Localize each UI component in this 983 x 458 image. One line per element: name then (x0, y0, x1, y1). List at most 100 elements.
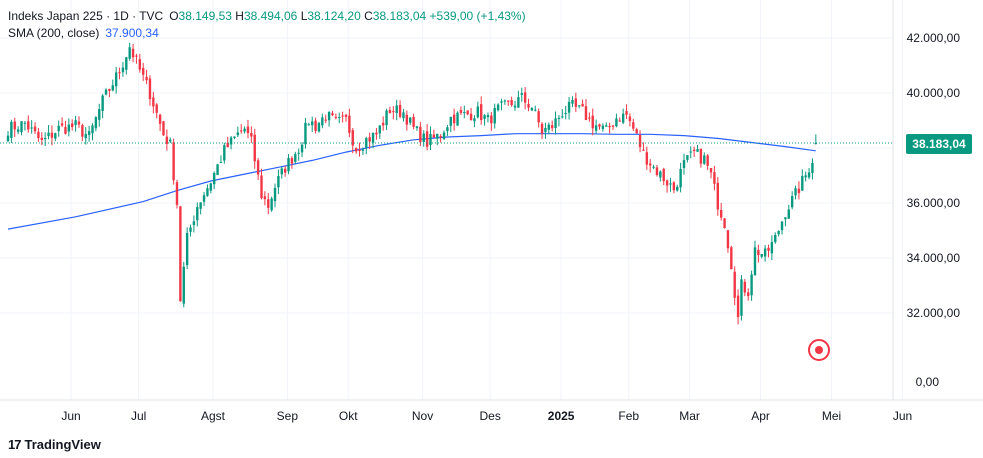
candle-body[interactable] (790, 196, 794, 208)
candle-body[interactable] (189, 227, 192, 232)
candle-body[interactable] (463, 112, 466, 114)
candle-body[interactable] (774, 234, 777, 243)
candle-body[interactable] (567, 101, 571, 113)
candle-body[interactable] (419, 126, 422, 143)
candle-body[interactable] (807, 172, 811, 178)
candle-body[interactable] (432, 134, 436, 138)
candle-body[interactable] (338, 117, 341, 119)
candle-body[interactable] (544, 127, 547, 133)
candle-body[interactable] (814, 142, 818, 144)
candle-body[interactable] (223, 145, 226, 161)
candle-body[interactable] (415, 126, 419, 129)
candle-body[interactable] (388, 110, 392, 114)
candle-body[interactable] (192, 221, 196, 225)
candle-body[interactable] (591, 115, 594, 129)
candle-body[interactable] (27, 121, 30, 130)
candle-body[interactable] (277, 176, 280, 188)
candle-body[interactable] (98, 109, 101, 120)
candle-body[interactable] (706, 155, 709, 166)
candle-body[interactable] (158, 114, 162, 124)
candle-body[interactable] (503, 100, 507, 102)
candle-body[interactable] (794, 188, 797, 196)
candle-body[interactable] (280, 168, 283, 175)
candle-body[interactable] (473, 118, 476, 122)
candle-body[interactable] (64, 126, 67, 134)
candle-body[interactable] (331, 113, 334, 116)
candle-body[interactable] (784, 217, 787, 220)
candle-body[interactable] (611, 125, 615, 127)
candle-body[interactable] (206, 188, 209, 196)
candle-body[interactable] (517, 97, 520, 108)
candle-body[interactable] (719, 209, 723, 218)
candle-body[interactable] (94, 117, 98, 129)
candle-body[interactable] (801, 176, 804, 191)
candle-body[interactable] (804, 175, 807, 178)
candle-body[interactable] (47, 132, 50, 136)
candle-body[interactable] (530, 108, 534, 111)
candle-body[interactable] (561, 116, 564, 118)
candle-body[interactable] (297, 152, 300, 154)
candle-body[interactable] (645, 152, 649, 165)
candle-body[interactable] (405, 114, 409, 125)
candle-body[interactable] (13, 121, 16, 130)
candle-body[interactable] (483, 115, 486, 119)
candle-body[interactable] (23, 122, 27, 124)
candle-body[interactable] (371, 132, 375, 143)
candle-body[interactable] (354, 148, 358, 152)
candle-body[interactable] (385, 110, 388, 126)
candle-body[interactable] (740, 279, 743, 316)
candle-body[interactable] (615, 118, 618, 127)
candle-body[interactable] (16, 129, 20, 132)
candle-body[interactable] (402, 112, 405, 119)
candle-body[interactable] (175, 182, 179, 205)
candle-body[interactable] (632, 122, 635, 129)
candle-body[interactable] (216, 164, 219, 176)
candle-body[interactable] (135, 55, 138, 57)
candle-body[interactable] (730, 247, 733, 270)
candle-body[interactable] (605, 125, 608, 127)
candle-body[interactable] (121, 67, 125, 73)
candle-body[interactable] (500, 101, 503, 103)
candle-body[interactable] (321, 117, 324, 126)
candle-body[interactable] (753, 247, 757, 276)
candle-body[interactable] (571, 99, 574, 104)
candle-body[interactable] (621, 113, 625, 123)
candle-body[interactable] (655, 167, 659, 176)
candle-body[interactable] (409, 117, 412, 123)
candle-body[interactable] (270, 198, 273, 211)
candle-body[interactable] (142, 67, 145, 75)
candle-body[interactable] (412, 116, 415, 127)
candle-body[interactable] (689, 151, 692, 153)
candle-body[interactable] (584, 106, 588, 121)
candle-body[interactable] (692, 149, 696, 152)
sma-label[interactable]: SMA (200, close) (8, 26, 100, 40)
candle-body[interactable] (618, 120, 621, 122)
candle-body[interactable] (429, 133, 432, 145)
candle-body[interactable] (507, 100, 510, 102)
candle-body[interactable] (665, 180, 669, 186)
candle-body[interactable] (757, 249, 760, 256)
candle-body[interactable] (81, 125, 84, 137)
candle-body[interactable] (169, 139, 172, 142)
candle-body[interactable] (608, 125, 611, 128)
candle-body[interactable] (290, 158, 294, 164)
candle-body[interactable] (770, 241, 774, 254)
candle-body[interactable] (743, 281, 747, 293)
candle-body[interactable] (240, 130, 243, 132)
candle-body[interactable] (60, 123, 64, 126)
candle-body[interactable] (155, 104, 158, 113)
candle-body[interactable] (686, 155, 689, 160)
candle-body[interactable] (71, 123, 74, 127)
candle-body[interactable] (527, 103, 530, 108)
candle-body[interactable] (422, 133, 425, 142)
candle-body[interactable] (747, 292, 750, 297)
candle-body[interactable] (574, 98, 578, 107)
candle-body[interactable] (304, 122, 307, 145)
candle-body[interactable] (469, 113, 473, 121)
candle-body[interactable] (202, 195, 206, 202)
candle-body[interactable] (510, 99, 513, 106)
candle-body[interactable] (327, 111, 331, 121)
candle-body[interactable] (209, 183, 212, 191)
candle-body[interactable] (625, 111, 628, 115)
